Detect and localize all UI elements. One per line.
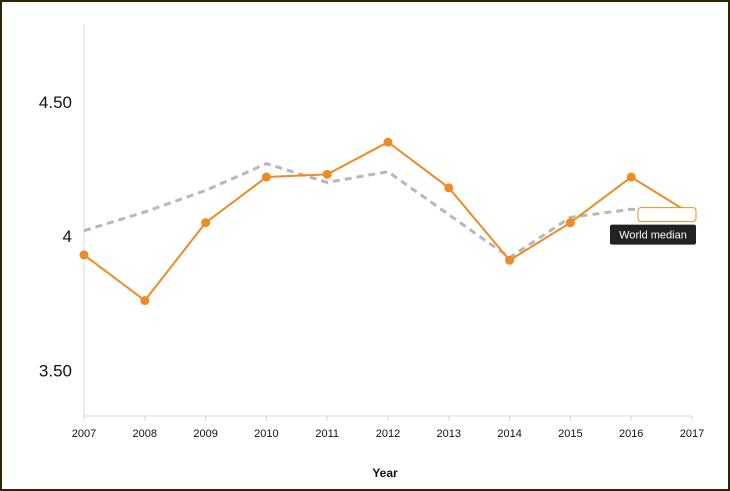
series-layer: [79, 137, 693, 306]
tooltip-layer: World median: [610, 207, 697, 245]
primary-tooltip: [637, 207, 697, 223]
y-axis: 4.50 4 3.50: [39, 24, 85, 416]
world-median-tooltip: [610, 224, 696, 245]
data-point[interactable]: [626, 172, 636, 182]
x-tick-label: 2014: [497, 428, 521, 440]
data-point[interactable]: [140, 296, 150, 306]
x-tick-label: 2008: [133, 428, 157, 440]
x-tick-label: 2015: [558, 428, 582, 440]
data-point[interactable]: [444, 183, 454, 193]
x-tick-label: 2013: [437, 428, 461, 440]
x-axis-title: Year: [372, 466, 398, 480]
world-median-tooltip-text: World median: [619, 230, 687, 242]
data-point[interactable]: [383, 137, 393, 147]
y-tick-label: 4.50: [39, 93, 72, 112]
x-tick-label: 2012: [376, 428, 400, 440]
data-point[interactable]: [79, 250, 89, 260]
y-tick-label: 4: [63, 227, 72, 246]
data-point[interactable]: [322, 169, 332, 179]
x-tick-label: 2016: [619, 428, 643, 440]
x-axis: 2007 2008 2009 2010 2011 2012 2013 2014 2015 2016…: [72, 415, 704, 440]
data-point[interactable]: [261, 172, 271, 182]
x-tick-label: 2011: [315, 428, 339, 440]
data-point[interactable]: [505, 255, 515, 265]
world-median-line: [83, 162, 693, 260]
x-tick-label: 2017: [680, 428, 704, 440]
data-point[interactable]: [201, 218, 211, 228]
y-tick-label: 3.50: [39, 361, 72, 380]
primary-series-line: [83, 140, 693, 302]
x-tick-label: 2010: [254, 428, 278, 440]
x-tick-label: 2009: [193, 428, 217, 440]
x-tick-label: 2007: [72, 428, 96, 440]
data-point[interactable]: [565, 218, 575, 228]
